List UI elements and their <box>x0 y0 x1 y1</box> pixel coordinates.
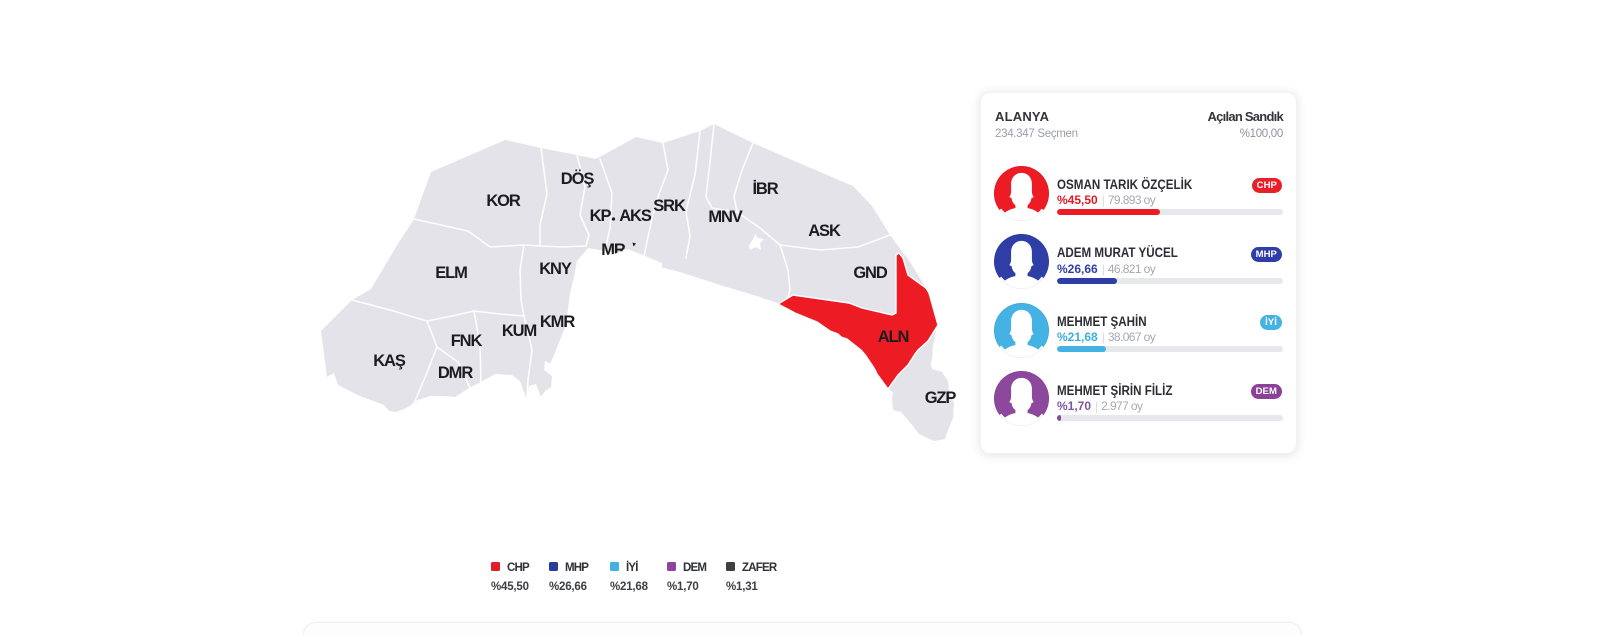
svg-text:FNK: FNK <box>451 332 483 350</box>
svg-text:GZP: GZP <box>925 389 957 407</box>
svg-text:GND: GND <box>853 264 888 282</box>
svg-text:ELM: ELM <box>435 264 467 282</box>
svg-text:ASK: ASK <box>808 222 841 240</box>
svg-text:KMR: KMR <box>540 313 575 331</box>
svg-text:MNV: MNV <box>708 208 742 226</box>
svg-text:DÖŞ: DÖŞ <box>561 169 595 188</box>
svg-text:KUM: KUM <box>502 322 537 340</box>
svg-text:KOR: KOR <box>486 192 521 210</box>
svg-text:İBR: İBR <box>752 180 778 198</box>
svg-text:SRK: SRK <box>653 197 686 215</box>
svg-text:KAŞ: KAŞ <box>373 352 406 370</box>
svg-text:DMR: DMR <box>438 364 473 382</box>
svg-text:ALN: ALN <box>878 328 909 346</box>
svg-text:KNY: KNY <box>539 260 572 278</box>
svg-text:KP: KP <box>590 207 612 225</box>
svg-text:AKS: AKS <box>619 207 652 225</box>
